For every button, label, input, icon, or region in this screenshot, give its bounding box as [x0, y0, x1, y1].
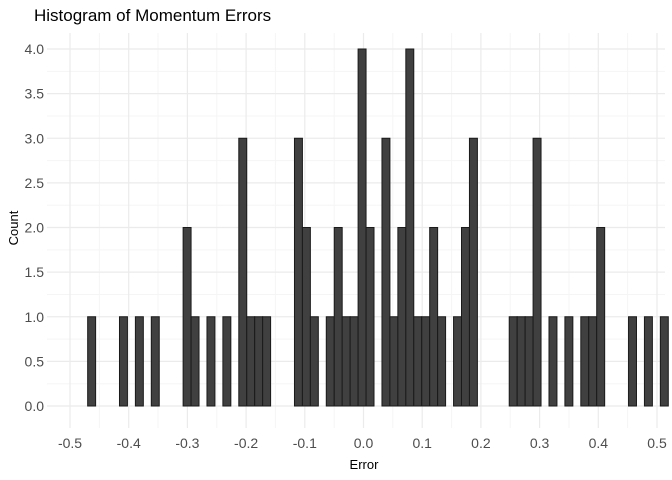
y-tick-label: 0.5 [25, 353, 45, 369]
histogram-bar [118, 316, 128, 407]
histogram-bar [301, 227, 311, 407]
histogram-bar [389, 316, 399, 407]
y-tick-label: 2.5 [25, 175, 45, 191]
y-tick-label: 3.5 [25, 86, 45, 102]
y-tick-label: 3.0 [25, 130, 45, 146]
x-tick-label: 0.0 [354, 435, 374, 451]
histogram-bar [453, 316, 462, 407]
histogram-bar [182, 227, 192, 407]
y-tick-label: 4.0 [25, 41, 45, 57]
histogram-bar [643, 316, 653, 407]
histogram-bar [190, 316, 200, 407]
histogram-bar [293, 137, 303, 407]
histogram-bar [413, 316, 423, 407]
x-tick-label: 0.4 [589, 435, 609, 451]
x-tick-label: 0.1 [412, 435, 432, 451]
x-axis-label: Error [350, 457, 380, 472]
y-tick-label: 0.0 [25, 398, 45, 414]
y-axis-ticks: 0.0 0.5 1.0 1.5 2.0 2.5 3.0 3.5 4.0 [25, 41, 45, 414]
histogram-bar [134, 316, 144, 407]
x-tick-label: -0.4 [117, 435, 141, 451]
histogram-bar [460, 227, 470, 407]
chart-title: Histogram of Momentum Errors [34, 6, 271, 25]
histogram-bar [246, 316, 256, 407]
histogram-bar [564, 316, 574, 407]
histogram-bar [628, 316, 637, 407]
x-axis-ticks: -0.5 -0.4 -0.3 -0.2 -0.1 0.0 0.1 0.2 0.3 0.4 0.5 [58, 435, 667, 451]
histogram-bar [437, 316, 447, 407]
histogram-bar [516, 316, 526, 407]
x-tick-label: -0.2 [234, 435, 258, 451]
histogram-bar [381, 137, 391, 407]
histogram-bar [405, 48, 415, 407]
histogram-bar [87, 316, 97, 407]
histogram-bar [588, 316, 598, 407]
histogram-bar [150, 316, 160, 407]
histogram-bar [659, 316, 669, 407]
histogram-bar [333, 227, 343, 407]
histogram-bar [341, 316, 351, 407]
x-tick-label: 0.3 [530, 435, 550, 451]
x-tick-label: 0.5 [647, 435, 667, 451]
bars [87, 48, 669, 407]
histogram-bar [508, 316, 518, 407]
histogram-bar [349, 316, 359, 407]
histogram-bar [262, 316, 272, 407]
histogram-bar [309, 316, 319, 407]
histogram-bar [429, 227, 439, 407]
histogram-bar [524, 316, 534, 407]
histogram-bar [532, 137, 542, 407]
x-tick-label: -0.3 [175, 435, 199, 451]
histogram-bar [222, 316, 232, 407]
histogram-bar [596, 227, 606, 407]
y-axis-label: Count [6, 210, 21, 245]
histogram-bar [254, 316, 264, 407]
y-tick-label: 2.0 [25, 220, 45, 236]
histogram-bar [365, 227, 375, 407]
histogram-bar [421, 316, 431, 407]
y-tick-label: 1.5 [25, 264, 45, 280]
grid-minor [47, 33, 665, 428]
histogram-bar [397, 227, 407, 407]
y-tick-label: 1.0 [25, 309, 45, 325]
histogram-bar [580, 316, 590, 407]
histogram-bar [238, 137, 248, 407]
histogram-bar [206, 316, 216, 407]
x-tick-label: 0.2 [471, 435, 491, 451]
x-tick-label: -0.1 [293, 435, 317, 451]
histogram-bar [468, 137, 478, 407]
histogram-bar [325, 316, 335, 407]
x-tick-label: -0.5 [58, 435, 82, 451]
histogram-bar [357, 48, 367, 407]
histogram-bar [548, 316, 558, 407]
